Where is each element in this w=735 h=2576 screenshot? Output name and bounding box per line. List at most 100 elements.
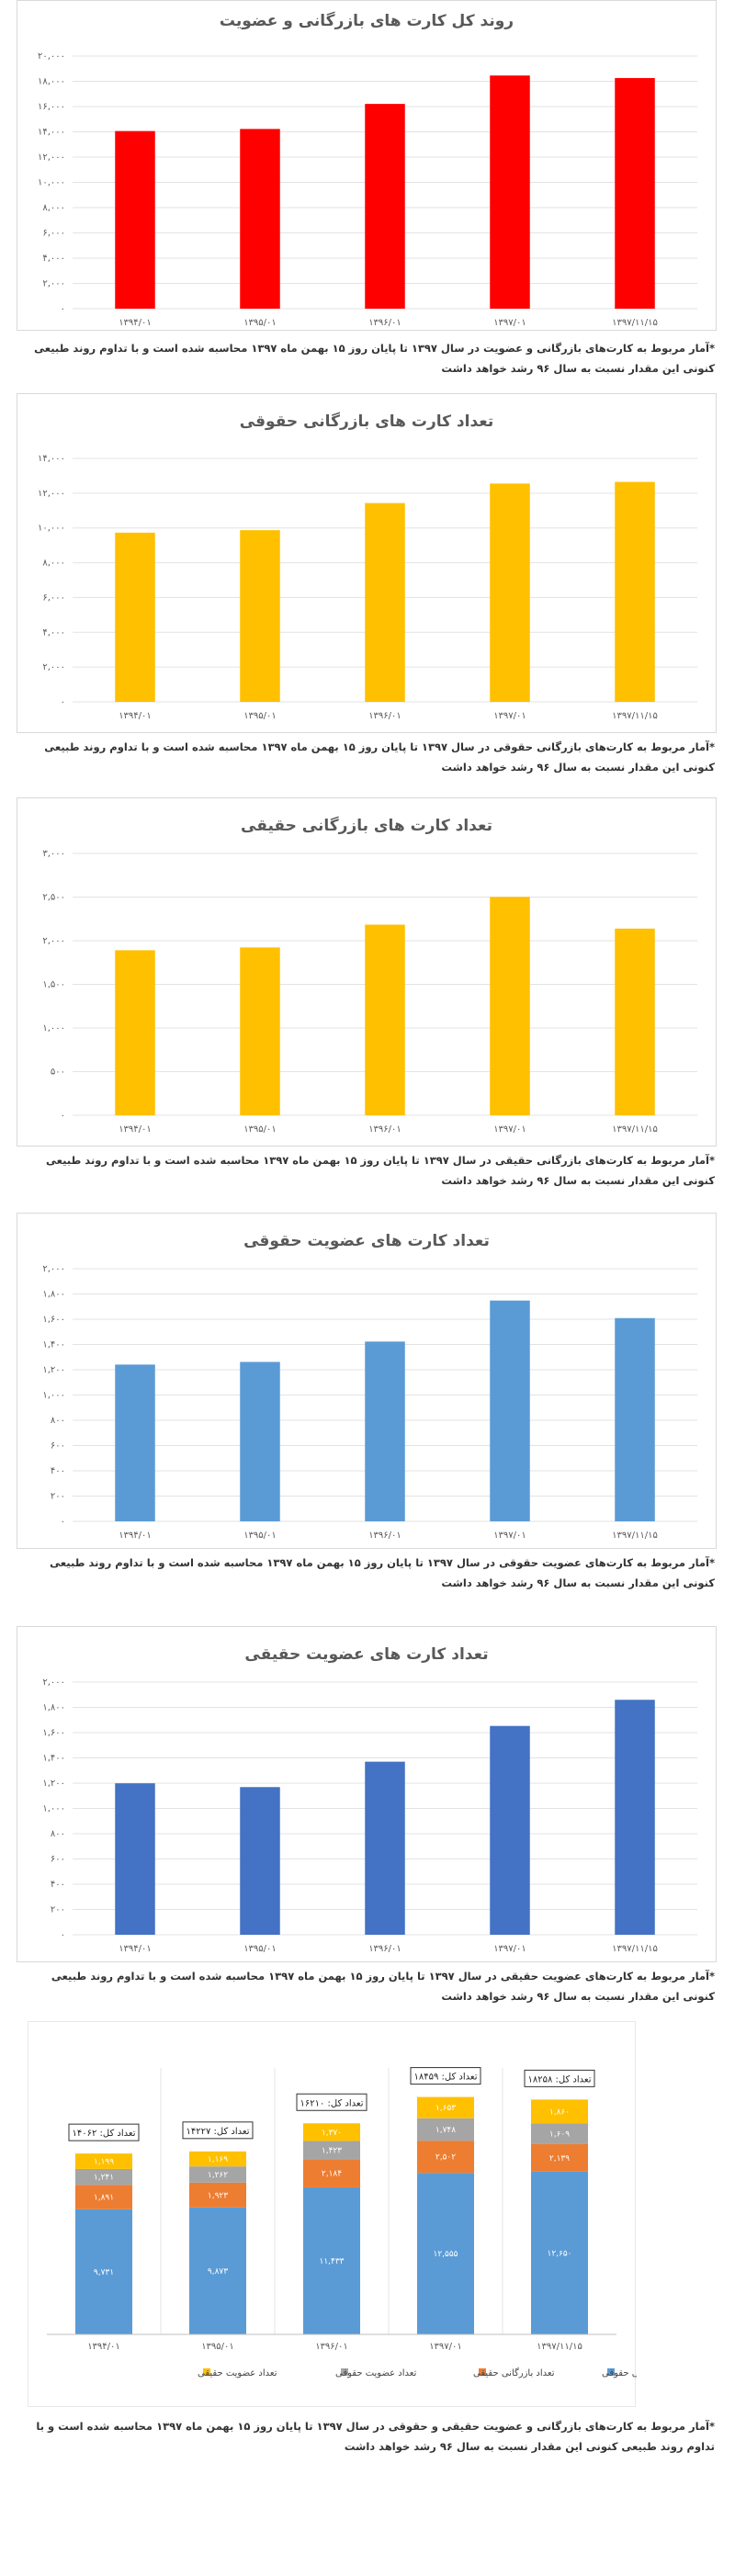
bar <box>490 483 530 702</box>
stacked-segment <box>531 2171 588 2334</box>
bar <box>490 1725 530 1935</box>
chart-panel-total: روند کل کارت های بازرگانی و عضویت ۰ ۲,۰۰۰… <box>17 0 717 331</box>
data-label: ۱,۶۵۳ <box>435 2104 456 2113</box>
legend-label: تعداد بازرگانی حقوقی <box>602 2367 637 2378</box>
y-tick-label: ۶,۰۰۰ <box>42 229 65 239</box>
bar <box>365 1341 405 1521</box>
stacked-segment <box>303 2123 360 2141</box>
total-label: تعداد کل: ۱۸۲۵۸ <box>527 2074 591 2085</box>
y-tick-label: ۶۰۰ <box>51 1441 65 1452</box>
stacked-segment <box>417 2096 474 2118</box>
y-tick-label: ۸,۰۰۰ <box>42 203 65 213</box>
y-tick-label: ۰ <box>61 304 65 314</box>
data-label: ۱,۲۴۱ <box>94 2174 114 2183</box>
x-tick-label: ۱۳۹۷/۱۱/۱۵ <box>612 1531 658 1541</box>
data-label: ۱۱,۴۳۳ <box>319 2257 344 2266</box>
bar-chart-real-commercial: ۰ ۵۰۰ ۱,۰۰۰ ۱,۵۰۰ ۲,۰۰۰ ۲,۵۰۰ ۳,۰۰۰ ۱۳۹۴/۰۱ ۱۳۹۵… <box>42 849 697 1135</box>
x-tick-label: ۱۳۹۶/۰۱ <box>368 1531 401 1541</box>
chart-panel-legal-membership: تعداد کارت های عضویت حقوقی ۰ ۲۰۰ ۴۰۰ ۶۰۰ ۸۰۰… <box>17 1213 717 1549</box>
y-tick-label: ۴۰۰ <box>51 1466 65 1476</box>
bar <box>115 950 155 1115</box>
y-tick-label: ۰ <box>61 1930 65 1940</box>
stacked-segment <box>531 2143 588 2172</box>
bar <box>490 75 530 309</box>
y-tick-label: ۱۲,۰۰۰ <box>38 153 65 163</box>
chart-title: تعداد کارت های عضویت حقوقی <box>243 1232 490 1250</box>
x-tick-label: ۱۳۹۷/۱۱/۱۵ <box>612 1944 658 1954</box>
x-tick-label: ۱۳۹۷/۰۱ <box>493 1944 526 1954</box>
bar <box>115 1783 155 1935</box>
total-box <box>524 2069 595 2087</box>
y-tick-label: ۸,۰۰۰ <box>42 559 65 569</box>
y-tick-label: ۱,۶۰۰ <box>42 1315 65 1325</box>
y-tick-label: ۱,۲۰۰ <box>42 1779 65 1789</box>
bar <box>615 1317 655 1521</box>
y-tick-label: ۰ <box>61 1111 65 1121</box>
y-tick-label: ۵۰۰ <box>51 1068 65 1078</box>
bar <box>115 532 155 702</box>
x-tick-label: ۱۳۹۷/۰۱ <box>429 2342 462 2352</box>
y-tick-label: ۰ <box>61 697 65 707</box>
stacked-segment <box>189 2151 246 2167</box>
total-box <box>296 2093 368 2111</box>
stacked-segment <box>75 2185 132 2209</box>
stacked-bar-chart: ۹,۷۳۱ ۱,۸۹۱ ۱,۲۴۱ ۱,۱۹۹ تعداد کل: ۱۴۰۶۲ ۱۳۹۴/… <box>47 2067 637 2378</box>
bar <box>365 503 405 702</box>
x-tick-label: ۱۳۹۵/۰۱ <box>243 1124 277 1135</box>
stacked-segment <box>189 2166 246 2183</box>
y-tick-label: ۲۰۰ <box>51 1905 65 1915</box>
y-tick-label: ۱,۰۰۰ <box>42 1804 65 1814</box>
x-tick-label: ۱۳۹۴/۰۱ <box>119 1124 152 1135</box>
bar <box>365 1761 405 1935</box>
y-tick-label: ۲,۵۰۰ <box>42 893 65 903</box>
y-tick-label: ۲۰۰ <box>51 1492 65 1502</box>
total-label: تعداد کل: ۱۸۴۵۹ <box>413 2073 477 2083</box>
data-label: ۲,۱۳۹ <box>549 2154 570 2164</box>
y-tick-label: ۱۴,۰۰۰ <box>38 128 65 138</box>
stacked-segment <box>75 2153 132 2169</box>
data-label: ۱,۶۰۹ <box>549 2130 570 2140</box>
data-label: ۱,۷۴۸ <box>435 2126 456 2135</box>
legend-swatch <box>203 2368 210 2376</box>
data-label: ۱,۳۷۰ <box>322 2129 342 2138</box>
x-tick-label: ۱۳۹۷/۰۱ <box>493 711 526 721</box>
stacked-segment <box>75 2209 132 2334</box>
data-label: ۹,۷۳۱ <box>94 2268 114 2277</box>
y-tick-label: ۰ <box>61 1517 65 1527</box>
data-label: ۱,۹۲۳ <box>208 2191 228 2200</box>
y-tick-label: ۱۶,۰۰۰ <box>38 102 65 112</box>
chart-title: تعداد کارت های بازرگانی حقوقی <box>239 412 494 431</box>
x-tick-label: ۱۳۹۴/۰۱ <box>119 1531 152 1541</box>
x-tick-label: ۱۳۹۷/۰۱ <box>493 1531 526 1541</box>
data-label: ۲,۵۰۲ <box>435 2153 456 2163</box>
bar <box>365 924 405 1115</box>
bar-chart-legal-commercial: ۰ ۲,۰۰۰ ۴,۰۰۰ ۶,۰۰۰ ۸,۰۰۰ ۱۰,۰۰۰ ۱۲,۰۰۰ ۱۴,۰۰۰ ۱… <box>38 454 697 721</box>
stacked-segment <box>303 2141 360 2160</box>
y-tick-label: ۲۰,۰۰۰ <box>38 51 65 62</box>
chart-footnote: *آمار مربوط به کارت‌های بازرگانی حقیقی د… <box>45 1154 715 1187</box>
total-label: تعداد کل: ۱۴۰۶۲ <box>72 2129 135 2139</box>
legend-swatch <box>479 2368 486 2376</box>
data-label: ۲,۱۸۴ <box>322 2170 342 2179</box>
x-tick-label: ۱۳۹۴/۰۱ <box>119 711 152 721</box>
stacked-segment <box>189 2182 246 2208</box>
data-label: ۱,۸۹۱ <box>94 2194 114 2203</box>
bar <box>115 1364 155 1521</box>
chart-panel-real-membership: تعداد کارت های عضویت حقیقی ۰ ۲۰۰ ۴۰۰ ۶۰۰ ۸۰۰… <box>17 1626 717 1962</box>
stacked-segment <box>531 2123 588 2144</box>
y-tick-label: ۱۰,۰۰۰ <box>38 524 65 534</box>
legend-swatch <box>607 2368 615 2376</box>
bar <box>490 1300 530 1521</box>
total-label: تعداد کل: ۱۶۲۱۰ <box>300 2098 363 2108</box>
stacked-segment <box>417 2118 474 2141</box>
y-tick-label: ۲,۰۰۰ <box>42 936 65 946</box>
data-label: ۱۲,۵۵۵ <box>433 2250 458 2259</box>
y-tick-label: ۴۰۰ <box>51 1880 65 1890</box>
bar-chart-legal-membership: ۰ ۲۰۰ ۴۰۰ ۶۰۰ ۸۰۰ ۱,۰۰۰ ۱,۲۰۰ ۱,۴۰۰ ۱,۶۰۰ ۱,۸۰۰ ۲,… <box>42 1264 697 1541</box>
y-tick-label: ۴,۰۰۰ <box>42 627 65 638</box>
bar <box>615 928 655 1115</box>
y-tick-label: ۱۸,۰۰۰ <box>38 77 65 87</box>
data-label: ۱۲,۶۵۰ <box>547 2249 571 2258</box>
y-tick-label: ۱,۵۰۰ <box>42 980 65 990</box>
bar <box>365 104 405 309</box>
